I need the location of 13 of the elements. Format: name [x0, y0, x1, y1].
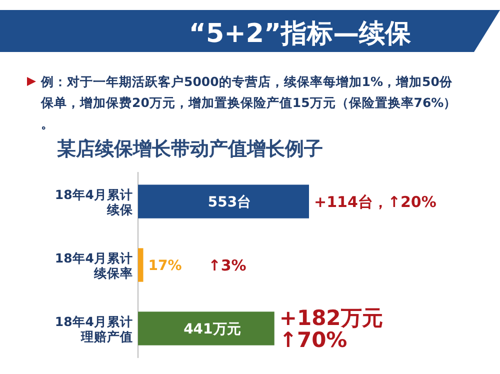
text: +114台，↑20%: [314, 192, 436, 211]
y-tick-label: 18年4月累计理赔产值: [54, 314, 133, 344]
chart-title: “5+2”指标—续保: [188, 19, 412, 49]
annotation: +182万元: [279, 306, 383, 330]
data-label: 553台: [208, 194, 252, 211]
annotation: ↑3%: [208, 256, 246, 274]
y-tick-label: 18年4月累计续保率: [54, 250, 133, 280]
annotation: ↑70%: [279, 328, 348, 352]
data-label: 441万元: [184, 321, 241, 338]
text: 例：对于一年期活跃客户5000的专营店，续保率每增加1%，增加50份保单，增加保费20万元，增加置换保险产值15万元（保险置换率76%）。: [40, 74, 457, 131]
data-label: 17%: [148, 258, 182, 274]
chart-subtitle: 某店续保增长带动产值增长例子: [57, 138, 323, 160]
y-tick-label: 18年4月累计续保: [54, 187, 134, 218]
